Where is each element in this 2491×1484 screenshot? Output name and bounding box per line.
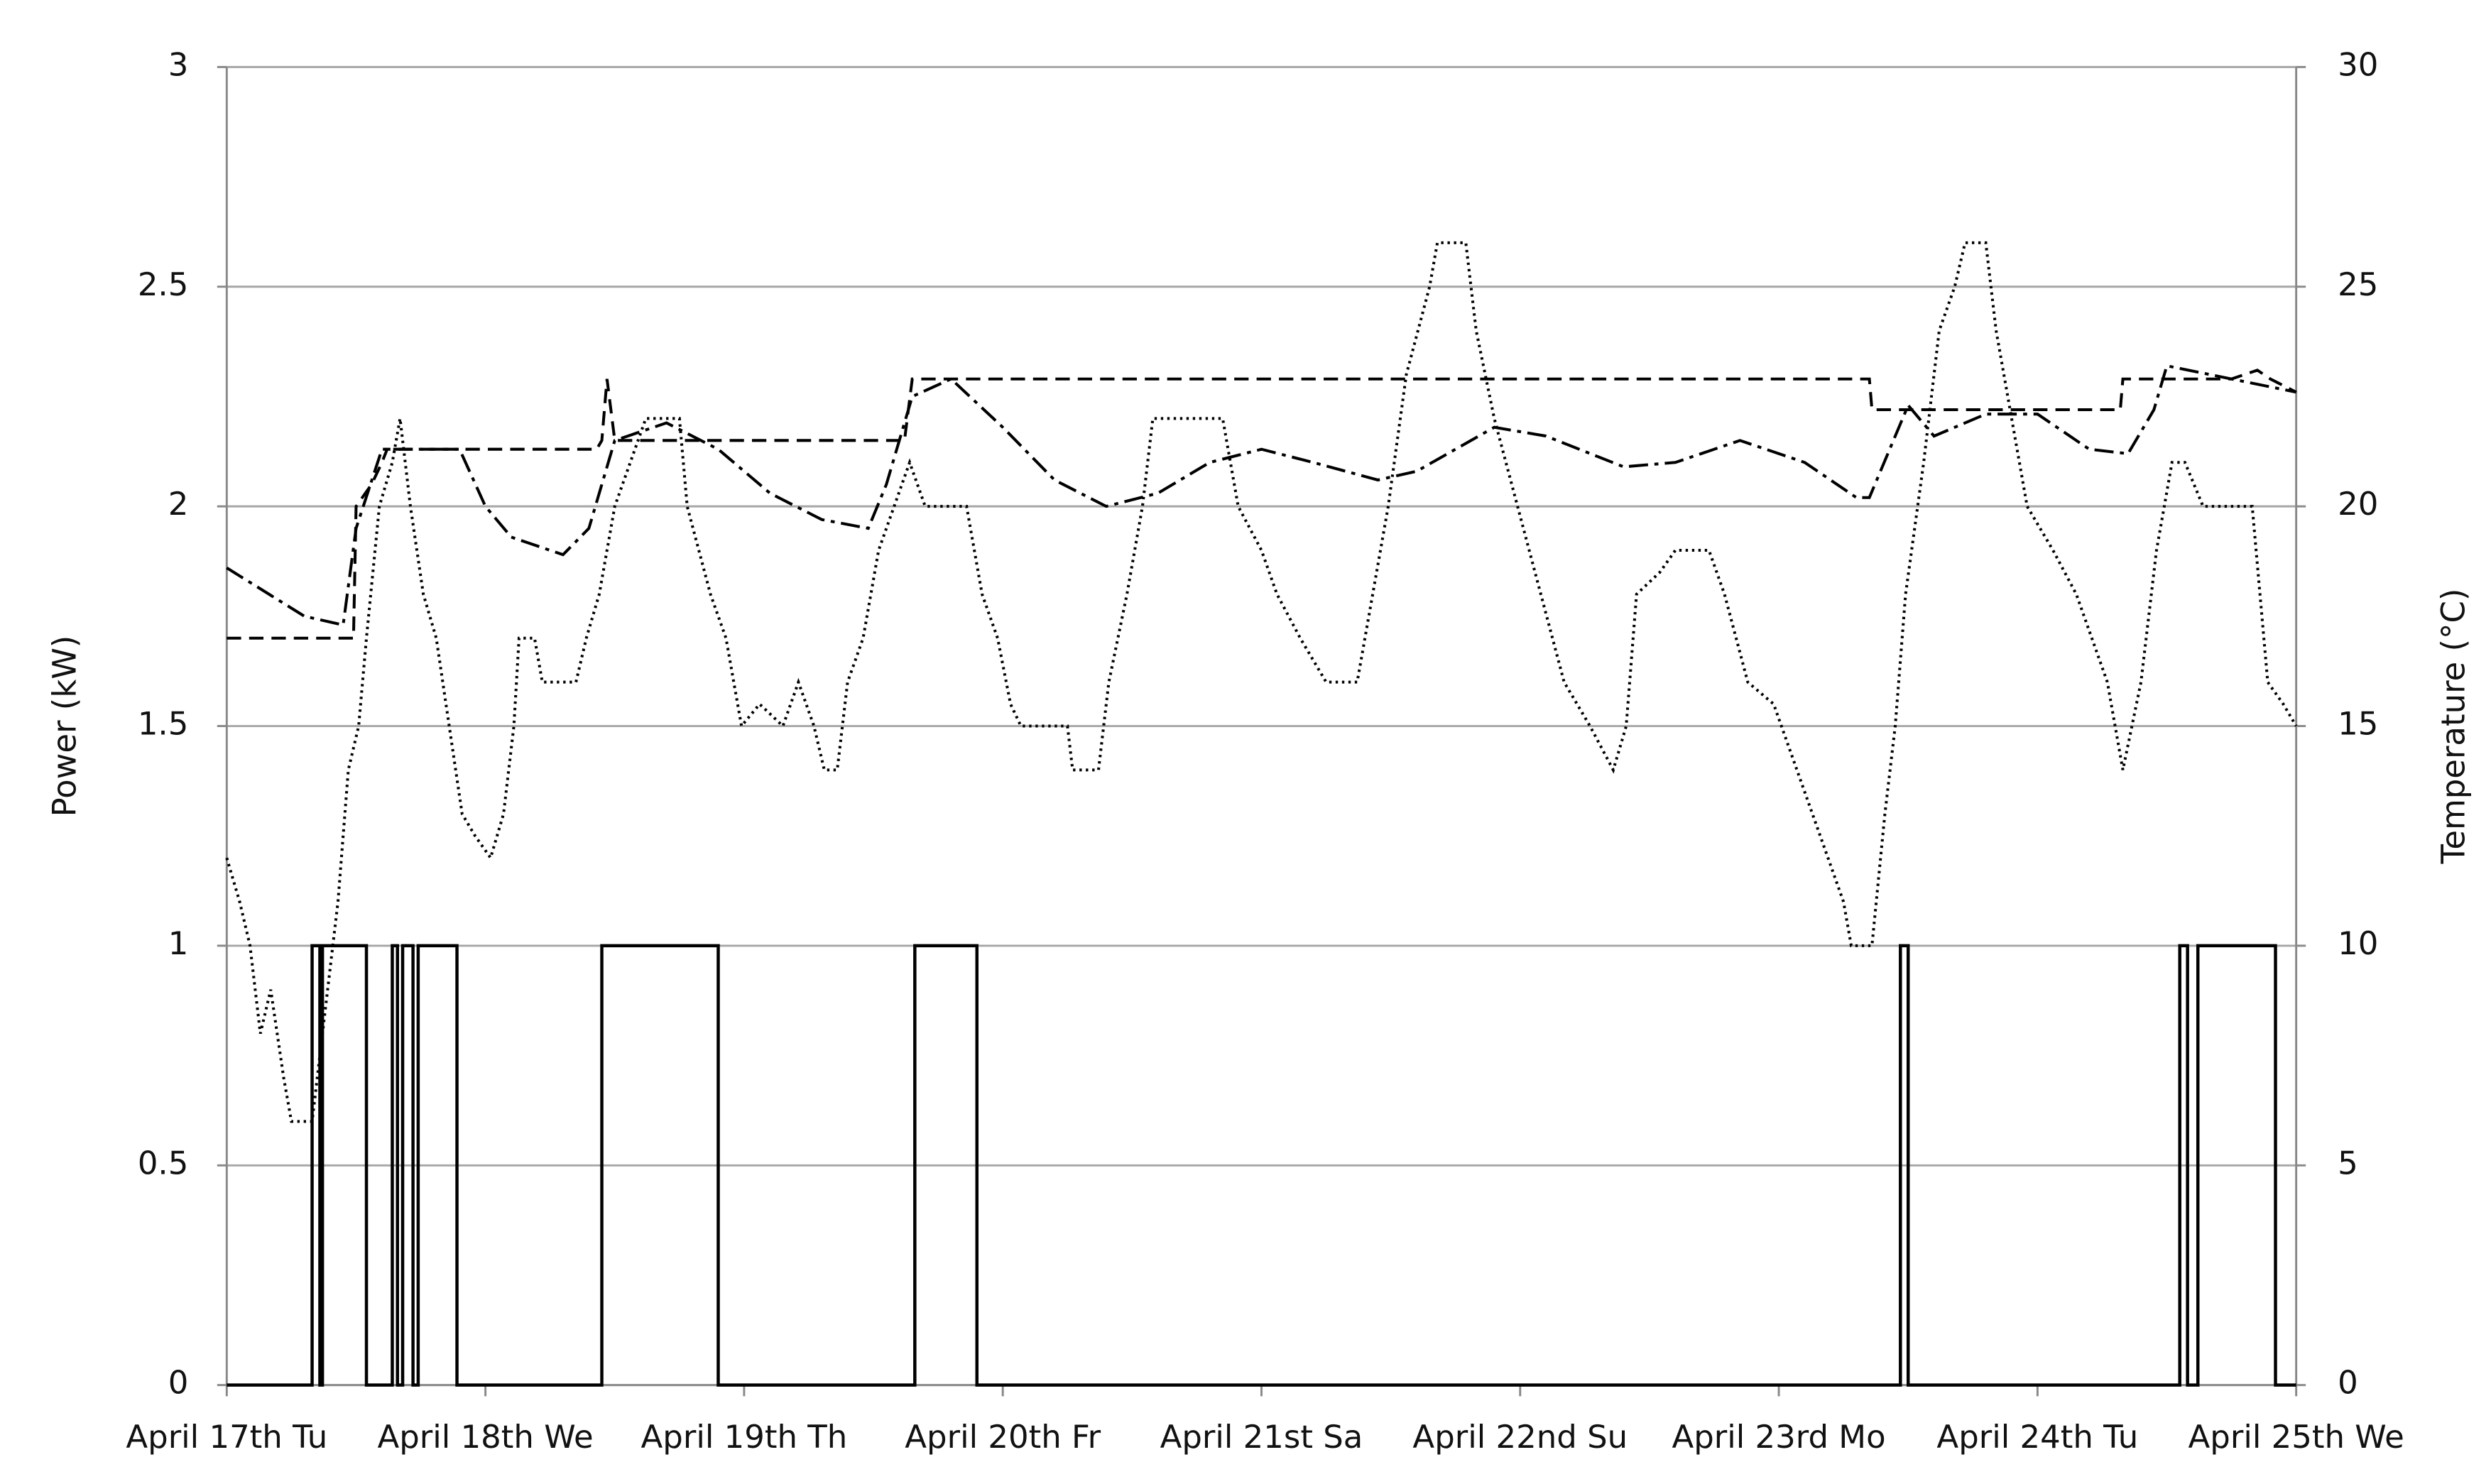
y-axis-label: Power (kW)	[45, 635, 83, 817]
y-tick-label: 0.5	[138, 1144, 189, 1182]
y2-tick-label: 20	[2338, 485, 2378, 523]
x-tick-label: April 17th Tu	[126, 1418, 327, 1456]
series-line	[226, 364, 2297, 627]
y2-tick-label: 25	[2338, 266, 2378, 303]
x-tick-label: April 20th Fr	[905, 1418, 1101, 1456]
y-tick-label: 1	[168, 924, 189, 962]
y2-axis-label: Temperature (°C)	[2435, 589, 2473, 865]
y2-tick-label: 5	[2338, 1144, 2358, 1182]
y2-tick-label: 15	[2338, 705, 2378, 743]
x-tick-label: April 24th Tu	[1936, 1418, 2138, 1456]
x-tick-label: April 23rd Mo	[1672, 1418, 1886, 1456]
y-tick-label: 0	[168, 1364, 189, 1402]
y2-tick-label: 10	[2338, 924, 2378, 962]
x-tick-label: April 19th Th	[641, 1418, 848, 1456]
y-tick-label: 2.5	[138, 266, 189, 303]
x-tick-label: April 25th We	[2189, 1418, 2404, 1456]
x-tick-label: April 21st Sa	[1160, 1418, 1363, 1456]
series-line	[225, 241, 2298, 1123]
x-tick-label: April 18th We	[378, 1418, 594, 1456]
y-tick-label: 2	[168, 485, 189, 523]
y2-tick-label: 30	[2338, 45, 2378, 83]
y2-tick-label: 0	[2338, 1364, 2358, 1402]
y-tick-label: 1.5	[138, 705, 189, 743]
y-tick-label: 3	[168, 45, 189, 83]
series-line	[227, 944, 2296, 1387]
x-tick-label: April 22nd Su	[1412, 1418, 1628, 1456]
series-line	[227, 369, 2297, 640]
